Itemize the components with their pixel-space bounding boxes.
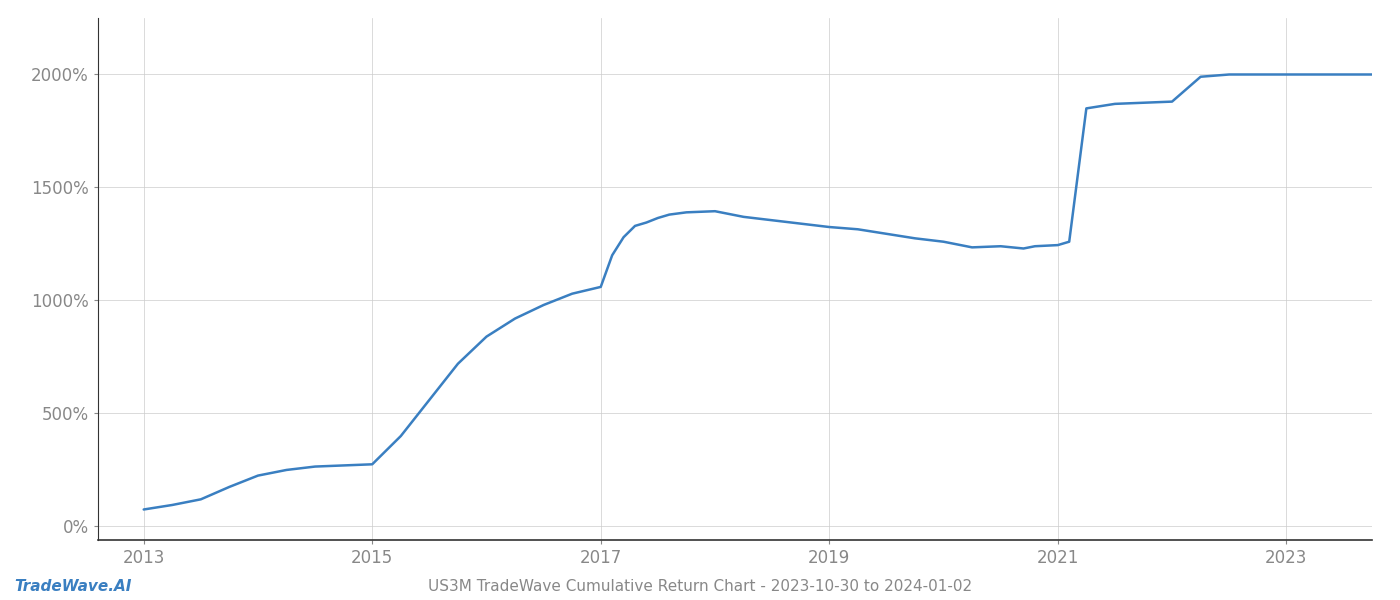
Text: TradeWave.AI: TradeWave.AI — [14, 579, 132, 594]
Text: US3M TradeWave Cumulative Return Chart - 2023-10-30 to 2024-01-02: US3M TradeWave Cumulative Return Chart -… — [428, 579, 972, 594]
